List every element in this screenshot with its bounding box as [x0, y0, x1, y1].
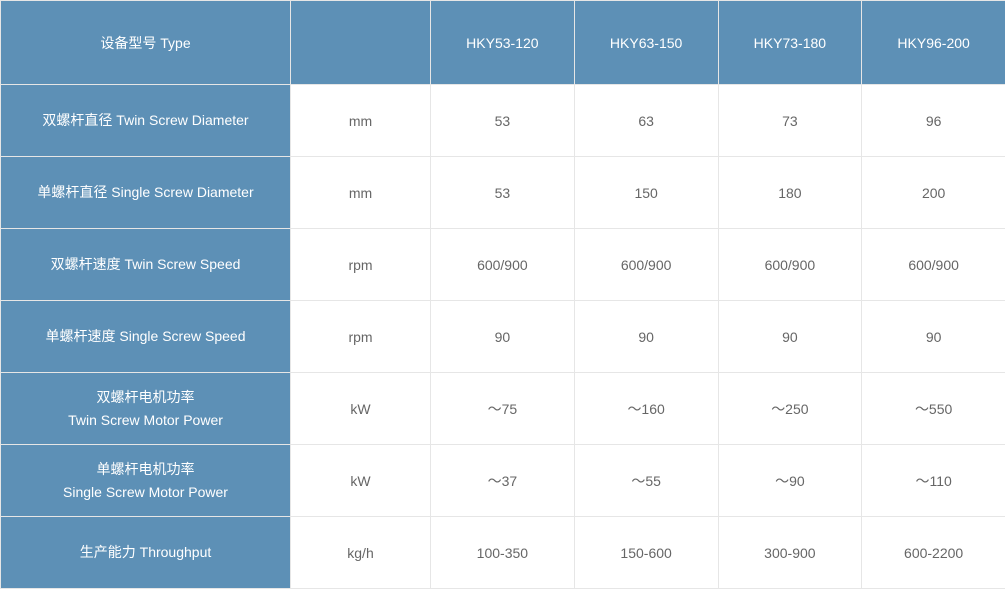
row-value: 90	[718, 301, 862, 373]
row-value: 73	[718, 85, 862, 157]
table-row: 单螺杆直径 Single Screw Diameter mm 53 150 18…	[1, 157, 1005, 229]
row-value: 600/900	[431, 229, 575, 301]
table-row: 双螺杆直径 Twin Screw Diameter mm 53 63 73 96	[1, 85, 1005, 157]
spec-table: 设备型号 Type HKY53-120 HKY63-150 HKY73-180 …	[0, 0, 1005, 589]
row-value: 600-2200	[862, 517, 1005, 589]
row-value: 96	[862, 85, 1005, 157]
row-unit: kg/h	[291, 517, 431, 589]
row-value: 200	[862, 157, 1005, 229]
row-value: ～37	[431, 445, 575, 517]
row-unit: kW	[291, 373, 431, 445]
header-model-1: HKY63-150	[574, 1, 718, 85]
table-row: 双螺杆速度 Twin Screw Speed rpm 600/900 600/9…	[1, 229, 1005, 301]
row-value: 600/900	[718, 229, 862, 301]
row-value: 63	[574, 85, 718, 157]
row-value: 90	[862, 301, 1005, 373]
row-label: 单螺杆速度 Single Screw Speed	[1, 301, 291, 373]
row-unit: rpm	[291, 301, 431, 373]
header-unit	[291, 1, 431, 85]
row-label: 双螺杆电机功率Twin Screw Motor Power	[1, 373, 291, 445]
row-label: 单螺杆电机功率Single Screw Motor Power	[1, 445, 291, 517]
header-model-3: HKY96-200	[862, 1, 1005, 85]
table-row: 生产能力 Throughput kg/h 100-350 150-600 300…	[1, 517, 1005, 589]
table-row: 单螺杆速度 Single Screw Speed rpm 90 90 90 90	[1, 301, 1005, 373]
table-header-row: 设备型号 Type HKY53-120 HKY63-150 HKY73-180 …	[1, 1, 1005, 85]
row-value: 180	[718, 157, 862, 229]
row-value: 300-900	[718, 517, 862, 589]
row-value: 53	[431, 85, 575, 157]
row-value: ～250	[718, 373, 862, 445]
row-value: 600/900	[862, 229, 1005, 301]
row-value: 150-600	[574, 517, 718, 589]
row-value: ～550	[862, 373, 1005, 445]
row-value: 150	[574, 157, 718, 229]
row-value: 53	[431, 157, 575, 229]
row-value: ～160	[574, 373, 718, 445]
row-label: 双螺杆速度 Twin Screw Speed	[1, 229, 291, 301]
row-value: ～55	[574, 445, 718, 517]
row-unit: kW	[291, 445, 431, 517]
row-unit: mm	[291, 157, 431, 229]
row-label: 双螺杆直径 Twin Screw Diameter	[1, 85, 291, 157]
row-value: 100-350	[431, 517, 575, 589]
header-model-2: HKY73-180	[718, 1, 862, 85]
header-type: 设备型号 Type	[1, 1, 291, 85]
row-label: 单螺杆直径 Single Screw Diameter	[1, 157, 291, 229]
row-unit: rpm	[291, 229, 431, 301]
row-value: ～75	[431, 373, 575, 445]
row-value: ～110	[862, 445, 1005, 517]
row-value: 90	[431, 301, 575, 373]
row-value: 600/900	[574, 229, 718, 301]
row-value: ～90	[718, 445, 862, 517]
row-unit: mm	[291, 85, 431, 157]
table-row: 双螺杆电机功率Twin Screw Motor Power kW ～75 ～16…	[1, 373, 1005, 445]
header-model-0: HKY53-120	[431, 1, 575, 85]
table-row: 单螺杆电机功率Single Screw Motor Power kW ～37 ～…	[1, 445, 1005, 517]
table-body: 双螺杆直径 Twin Screw Diameter mm 53 63 73 96…	[1, 85, 1005, 589]
row-label: 生产能力 Throughput	[1, 517, 291, 589]
row-value: 90	[574, 301, 718, 373]
